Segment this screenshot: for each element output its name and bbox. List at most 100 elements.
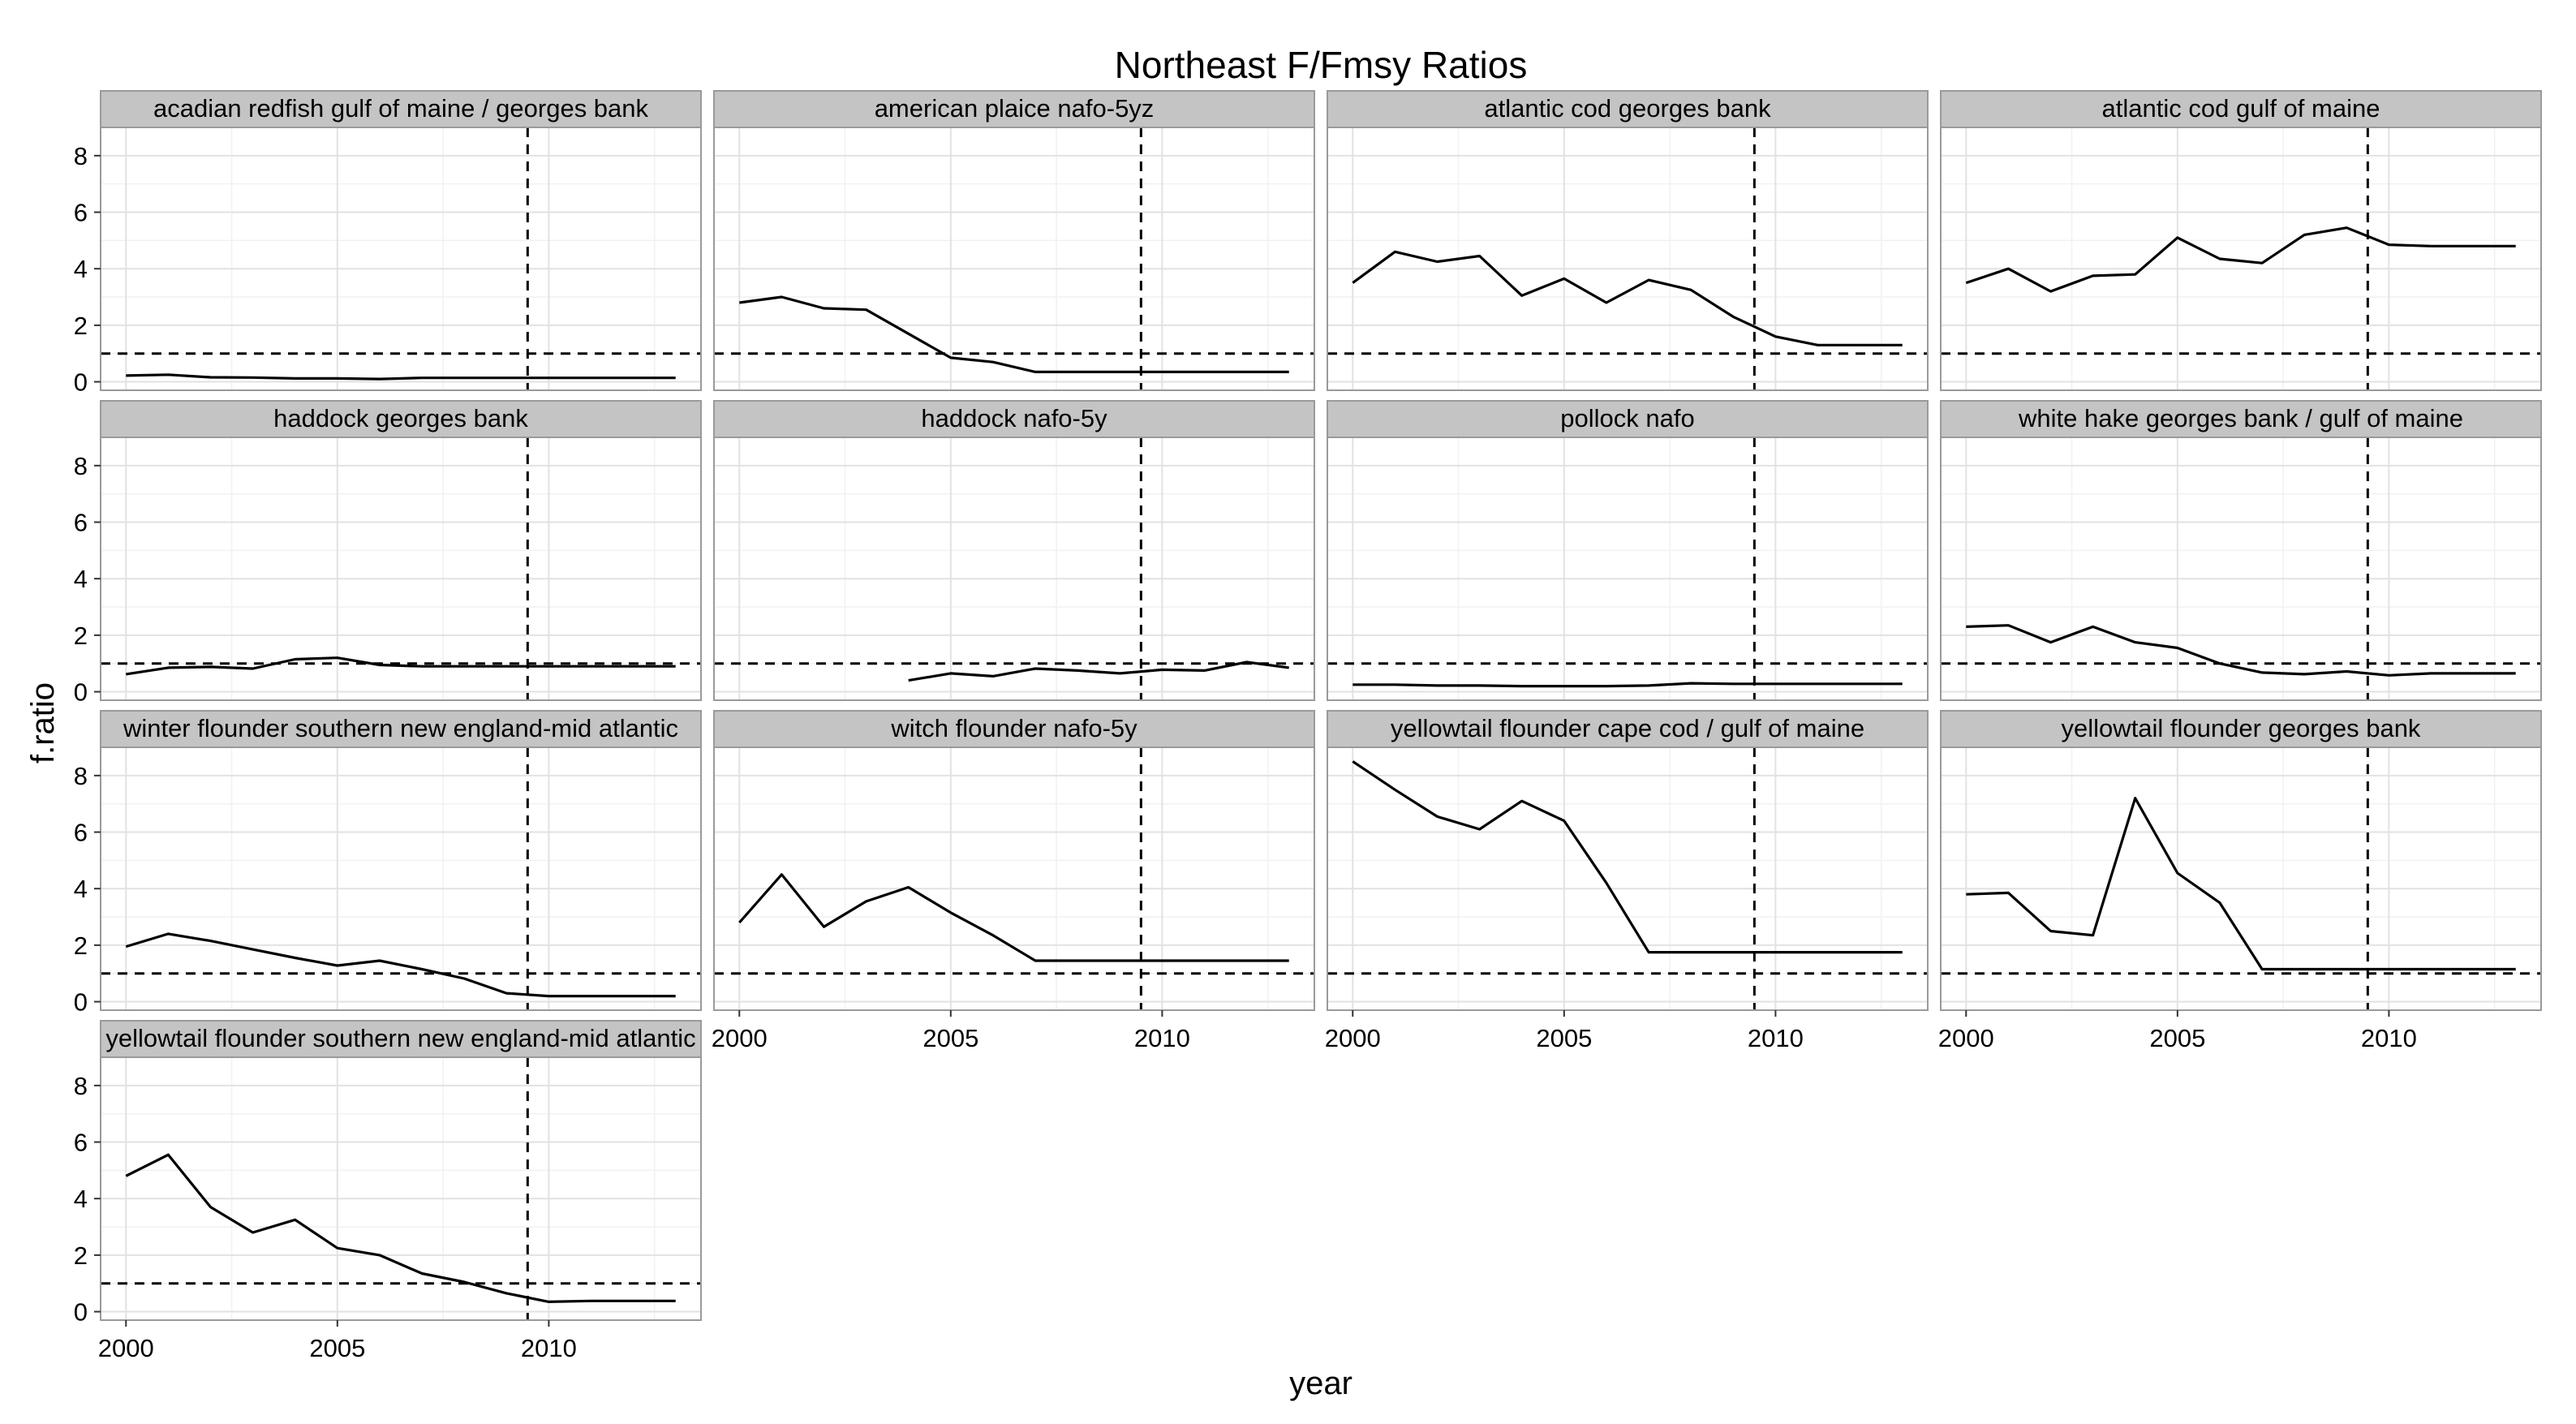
facet-strip (1940, 400, 2542, 438)
panel-border (100, 127, 702, 391)
y-tick-label: 8 (74, 762, 88, 790)
facet-strip (100, 90, 702, 128)
facet-strip-label: acadian redfish gulf of maine / georges … (153, 94, 649, 123)
facet-strip-label: haddock georges bank (273, 404, 528, 432)
y-tick-label: 8 (74, 1072, 88, 1100)
x-tick-label: 2010 (1748, 1024, 1804, 1052)
x-tick-label: 2000 (98, 1334, 154, 1362)
panel-border (1940, 746, 2542, 1011)
x-axis-title: year (1289, 1366, 1353, 1401)
panel-border (100, 437, 702, 701)
panel-border (1327, 746, 1929, 1011)
facet-strip-label: witch flounder nafo-5y (890, 714, 1137, 742)
facet-strip-label: yellowtail flounder cape cod / gulf of m… (1391, 714, 1864, 742)
facet-panel: haddock nafo-5y (713, 400, 1315, 701)
y-tick-label: 8 (74, 142, 88, 170)
facet-strip-label: atlantic cod georges bank (1484, 94, 1771, 123)
facet-panel: winter flounder southern new england-mid… (74, 710, 702, 1017)
facet-strip-label: yellowtail flounder georges bank (2062, 714, 2421, 742)
y-tick-label: 8 (74, 452, 88, 480)
panel-background (1941, 127, 2541, 390)
y-tick-label: 0 (74, 988, 88, 1017)
x-tick-label: 2010 (1134, 1024, 1190, 1052)
panel-background (101, 747, 701, 1010)
facet-panel: white hake georges bank / gulf of maine (1940, 400, 2542, 701)
series-line (1353, 682, 1903, 688)
panel-background (101, 127, 701, 390)
series-line (1966, 797, 2516, 971)
panel-background (714, 747, 1314, 1010)
panel-background (1327, 747, 1928, 1010)
series-line (125, 1153, 676, 1304)
facet-strip (1327, 710, 1929, 748)
facet-panel: haddock georges bank 0 2 4 6 8 (74, 400, 702, 707)
y-tick-label: 6 (74, 819, 88, 847)
facet-strip-label: american plaice nafo-5yz (875, 94, 1155, 123)
facet-strip-label: atlantic cod gulf of maine (2102, 94, 2380, 123)
panel-background (714, 127, 1314, 390)
y-tick-label: 4 (74, 875, 88, 903)
facet-strip (713, 710, 1315, 748)
facet-panel: pollock nafo (1327, 400, 1929, 701)
panel-background (1327, 437, 1928, 700)
x-tick-label: 2010 (2361, 1024, 2417, 1052)
panel-border (713, 746, 1315, 1011)
x-tick-label: 2000 (712, 1024, 768, 1052)
y-tick-label: 0 (74, 368, 88, 397)
y-tick-label: 4 (74, 565, 88, 593)
panel-background (1941, 437, 2541, 700)
facet-panel: acadian redfish gulf of maine / georges … (74, 90, 702, 397)
x-tick-label: 2005 (1536, 1024, 1592, 1052)
panel-border (100, 1056, 702, 1321)
series-line (908, 660, 1289, 682)
panel-background (1327, 127, 1928, 390)
facet-panel: atlantic cod gulf of maine (1940, 90, 2542, 391)
facet-strip (713, 400, 1315, 438)
panel-background (714, 437, 1314, 700)
x-tick-label: 2000 (1325, 1024, 1381, 1052)
facet-strip (1940, 710, 2542, 748)
panel-border (1327, 127, 1929, 391)
facet-panel: yellowtail flounder georges bank 2000 2005… (1938, 710, 2542, 1052)
panel-border (713, 127, 1315, 391)
series-line (125, 932, 676, 998)
panel-background (101, 1057, 701, 1320)
facet-strip-label: haddock nafo-5y (921, 404, 1107, 432)
panel-background (101, 437, 701, 700)
series-line (126, 373, 676, 381)
y-tick-label: 2 (74, 1241, 88, 1270)
y-tick-label: 2 (74, 622, 88, 650)
panel-border (1940, 127, 2542, 391)
facet-strip-label: pollock nafo (1560, 404, 1694, 432)
facet-strip (1327, 400, 1929, 438)
facet-strip-label: yellowtail flounder southern new england… (105, 1024, 695, 1052)
x-tick-label: 2005 (2149, 1024, 2205, 1052)
facet-strip (1327, 90, 1929, 128)
y-tick-label: 6 (74, 509, 88, 537)
y-tick-label: 4 (74, 255, 88, 283)
facet-panel: witch flounder nafo-5y 2000 2005 2010 (712, 710, 1315, 1052)
facet-panel: yellowtail flounder cape cod / gulf of m… (1325, 710, 1929, 1052)
facet-strip-label: winter flounder southern new england-mid… (123, 714, 678, 742)
facet-strip (713, 90, 1315, 128)
y-tick-label: 2 (74, 931, 88, 960)
y-axis-title: f.ratio (25, 682, 61, 764)
panel-border (100, 746, 702, 1011)
y-tick-label: 2 (74, 312, 88, 340)
panel-border (713, 437, 1315, 701)
y-tick-label: 4 (74, 1185, 88, 1213)
chart-title: Northeast F/Fmsy Ratios (1115, 44, 1528, 86)
facet-strip (1940, 90, 2542, 128)
panel-background (1941, 747, 2541, 1010)
x-tick-label: 2005 (922, 1024, 978, 1052)
facet-panel: yellowtail flounder southern new england… (74, 1020, 702, 1362)
series-line (739, 295, 1289, 373)
facet-strip (100, 710, 702, 748)
series-line (1966, 624, 2516, 677)
y-tick-label: 6 (74, 199, 88, 227)
facet-strip (100, 400, 702, 438)
facet-panel: atlantic cod georges bank (1327, 90, 1929, 391)
y-tick-label: 0 (74, 678, 88, 707)
